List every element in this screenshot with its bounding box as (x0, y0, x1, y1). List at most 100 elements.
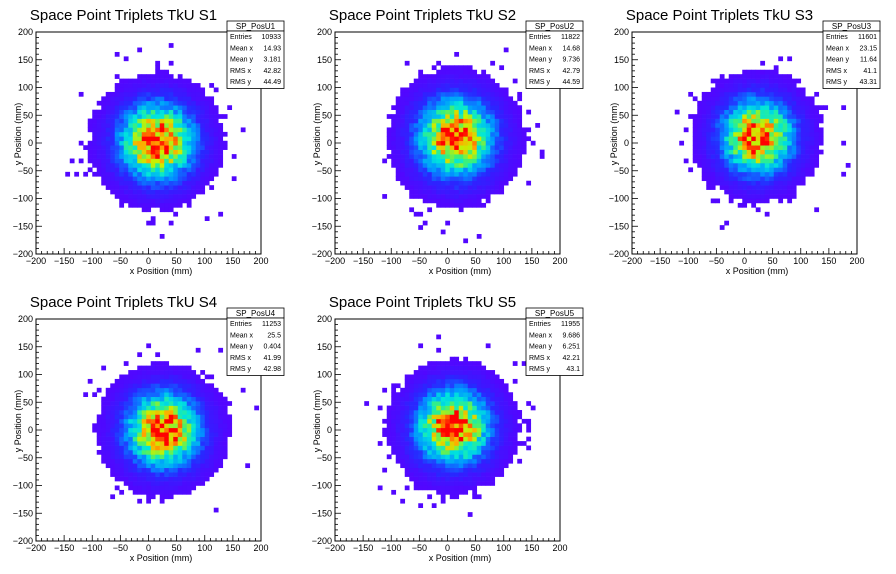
heatmap-cell (751, 180, 757, 186)
heatmap-cell (78, 91, 84, 97)
heatmap-cell (733, 105, 739, 110)
heatmap-cell (445, 145, 451, 150)
heatmap-cell (191, 189, 197, 195)
heatmap-cell (418, 396, 424, 402)
heatmap-cell (445, 65, 451, 71)
heatmap-cell (159, 91, 165, 97)
heatmap-cell (409, 414, 415, 420)
heatmap-cell (517, 140, 523, 146)
heatmap-cell (191, 162, 197, 168)
heatmap-cell (526, 136, 532, 142)
heatmap-cell (173, 109, 179, 115)
heatmap-cell (186, 96, 192, 102)
stats-row-label: Mean y (826, 57, 849, 64)
x-tick-label: −50 (113, 256, 128, 266)
heatmap-cell (773, 149, 779, 155)
heatmap-cell (177, 131, 183, 137)
stats-row-label: RMS y (230, 79, 252, 86)
heatmap-cell (490, 154, 496, 159)
heatmap-cell (128, 96, 134, 102)
heatmap-cell (141, 423, 147, 429)
heatmap-cell (168, 96, 174, 102)
heatmap-cell (688, 167, 694, 173)
heatmap-cell (92, 140, 98, 146)
heatmap-cell (454, 356, 460, 362)
heatmap-cell (182, 441, 188, 446)
heatmap-cell (427, 374, 433, 380)
heatmap-cell (400, 105, 406, 110)
heatmap-cell (105, 109, 111, 115)
heatmap-cell (796, 127, 802, 133)
heatmap-cell (132, 158, 138, 164)
heatmap-cell (517, 136, 523, 142)
heatmap-cell (818, 105, 824, 110)
heatmap-cell (508, 445, 514, 451)
heatmap-cell (168, 410, 174, 415)
heatmap-cell (787, 136, 793, 142)
heatmap-cell (150, 87, 156, 93)
heatmap-cell (146, 87, 152, 93)
heatmap-cell (503, 140, 509, 146)
heatmap-cell (427, 441, 433, 446)
heatmap-cell (710, 109, 716, 115)
heatmap-cell (200, 96, 206, 102)
heatmap-cell (395, 441, 401, 446)
heatmap-cell (105, 432, 111, 437)
heatmap-cell (186, 432, 192, 437)
heatmap-cell (74, 171, 80, 177)
heatmap-cell (485, 114, 491, 119)
heatmap-cell (800, 127, 806, 133)
heatmap-cell (168, 445, 174, 451)
heatmap-cell (155, 383, 161, 389)
heatmap-cell (728, 100, 734, 106)
heatmap-cell (724, 154, 730, 159)
heatmap-cell (512, 445, 518, 451)
heatmap-cell (159, 140, 165, 146)
heatmap-cell (159, 109, 165, 115)
heatmap-cell (764, 74, 770, 79)
heatmap-cell (168, 449, 174, 455)
heatmap-cell (400, 118, 406, 124)
heatmap-cell (218, 149, 224, 155)
heatmap-cell (733, 194, 739, 199)
heatmap-cell (454, 476, 460, 482)
heatmap-cell (173, 485, 179, 491)
heatmap-cell (445, 467, 451, 473)
heatmap-cell (114, 176, 120, 182)
heatmap-cell (418, 176, 424, 182)
heatmap-cell (395, 149, 401, 155)
heatmap-cell (517, 123, 523, 128)
heatmap-cell (440, 405, 446, 411)
heatmap-cell (391, 445, 397, 451)
heatmap-cell (150, 449, 156, 455)
heatmap-cell (764, 69, 770, 75)
heatmap-cell (191, 149, 197, 155)
heatmap-cell (164, 472, 170, 477)
heatmap-cell (422, 185, 428, 190)
heatmap-cell (467, 383, 473, 389)
heatmap-cell (227, 432, 233, 437)
heatmap-cell (418, 401, 424, 406)
heatmap-cell (764, 105, 770, 110)
heatmap-cell (499, 436, 505, 442)
x-tick-label: 50 (172, 543, 182, 553)
heatmap-cell (454, 109, 460, 115)
heatmap-cell (200, 180, 206, 186)
heatmap-cell (476, 401, 482, 406)
heatmap-cell (431, 485, 437, 491)
heatmap-cell (400, 405, 406, 411)
heatmap-cell (400, 96, 406, 102)
heatmap-cell (186, 87, 192, 93)
heatmap-cell (742, 189, 748, 195)
heatmap-cell (114, 485, 120, 491)
heatmap-cell (150, 136, 156, 142)
heatmap-cell (422, 162, 428, 168)
heatmap-cell (123, 78, 129, 84)
heatmap-cell (418, 467, 424, 473)
heatmap-cell (755, 149, 761, 155)
y-tick-label: 150 (317, 342, 332, 352)
heatmap-cell (454, 370, 460, 375)
heatmap-cell (404, 374, 410, 380)
heatmap-cell (805, 158, 811, 164)
heatmap-cell (431, 383, 437, 389)
